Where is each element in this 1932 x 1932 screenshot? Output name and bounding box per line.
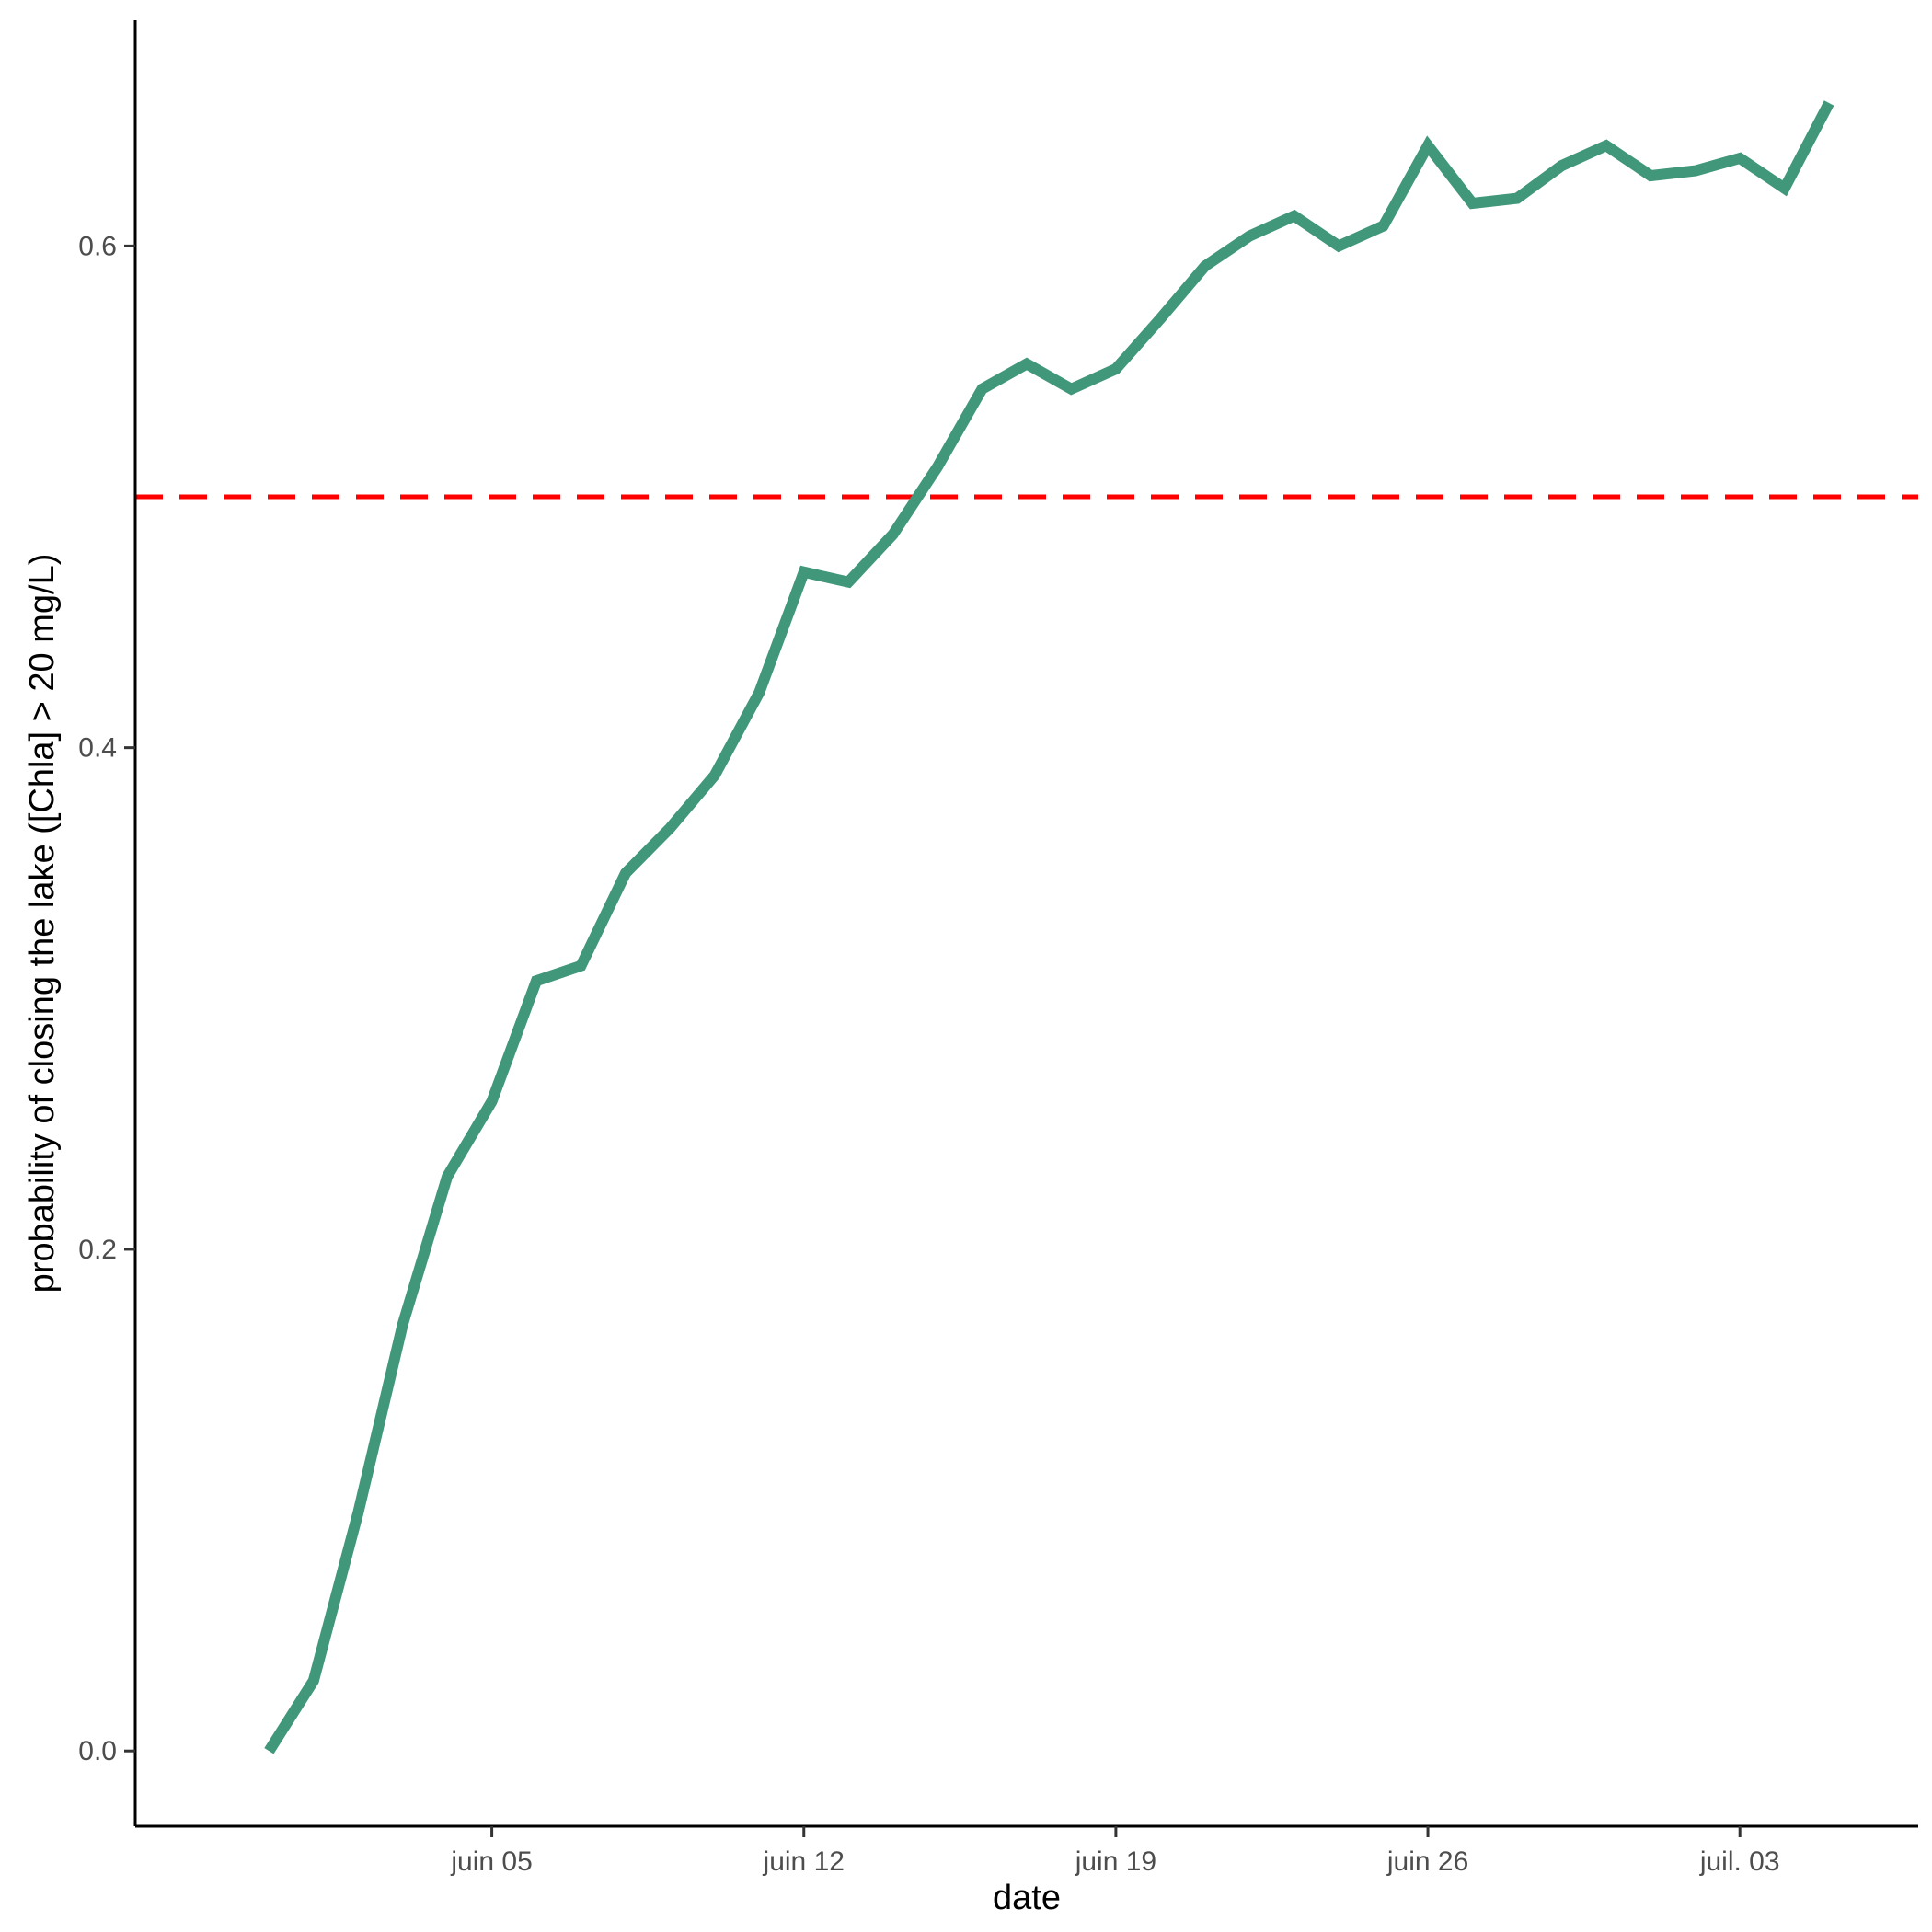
series-line [264,100,1834,1754]
x-ticks: juin 05 juin 12 juin 19 juin 26 juil. 03 [450,1826,1780,1877]
data-point [1115,368,1117,370]
x-tick-label: juin 05 [450,1846,532,1877]
y-tick-label: 0.4 [78,733,117,764]
data-point [402,1324,404,1326]
x-tick-label: juin 12 [763,1846,845,1877]
data-point [535,980,537,982]
data-point [1650,175,1651,177]
data-point [313,1680,315,1682]
data-point [1472,202,1474,204]
data-point [982,388,983,390]
data-point [1784,188,1786,190]
data-point [1159,317,1161,319]
data-point [1294,215,1295,217]
series-layer [264,100,1834,1754]
y-tick-label: 0.0 [78,1736,117,1766]
data-point [758,692,760,694]
x-axis-title: date [993,1879,1061,1917]
data-point [357,1512,359,1513]
data-point [1605,144,1607,146]
data-point [669,827,671,829]
data-point [1026,363,1028,365]
y-axis-title: probability of closing the lake ([Chla] … [23,554,62,1294]
data-point [1383,225,1385,227]
data-point [892,534,894,535]
data-point [446,1176,448,1178]
x-tick-label: juin 19 [1075,1846,1156,1877]
data-point [1204,265,1206,267]
data-point [1427,144,1429,146]
data-point [625,872,627,874]
x-tick-label: juil. 03 [1699,1846,1780,1877]
data-point [1739,157,1741,159]
x-tick-label: juin 26 [1386,1846,1468,1877]
data-point [847,581,849,583]
y-ticks: 0.0 0.2 0.4 0.6 [78,231,135,1766]
data-point [1516,198,1518,200]
y-tick-label: 0.6 [78,231,117,261]
data-point [268,1750,270,1752]
data-point [1338,245,1340,247]
axes-layer [133,20,1918,1828]
data-point [714,775,716,776]
data-point [803,571,805,573]
data-point [581,965,582,967]
data-point [1248,235,1250,236]
data-point [1828,102,1830,104]
data-point [937,466,938,467]
data-point [1695,170,1696,172]
y-tick-label: 0.2 [78,1235,117,1265]
data-point [1070,388,1072,390]
data-point [1560,165,1562,167]
data-point [491,1100,493,1102]
